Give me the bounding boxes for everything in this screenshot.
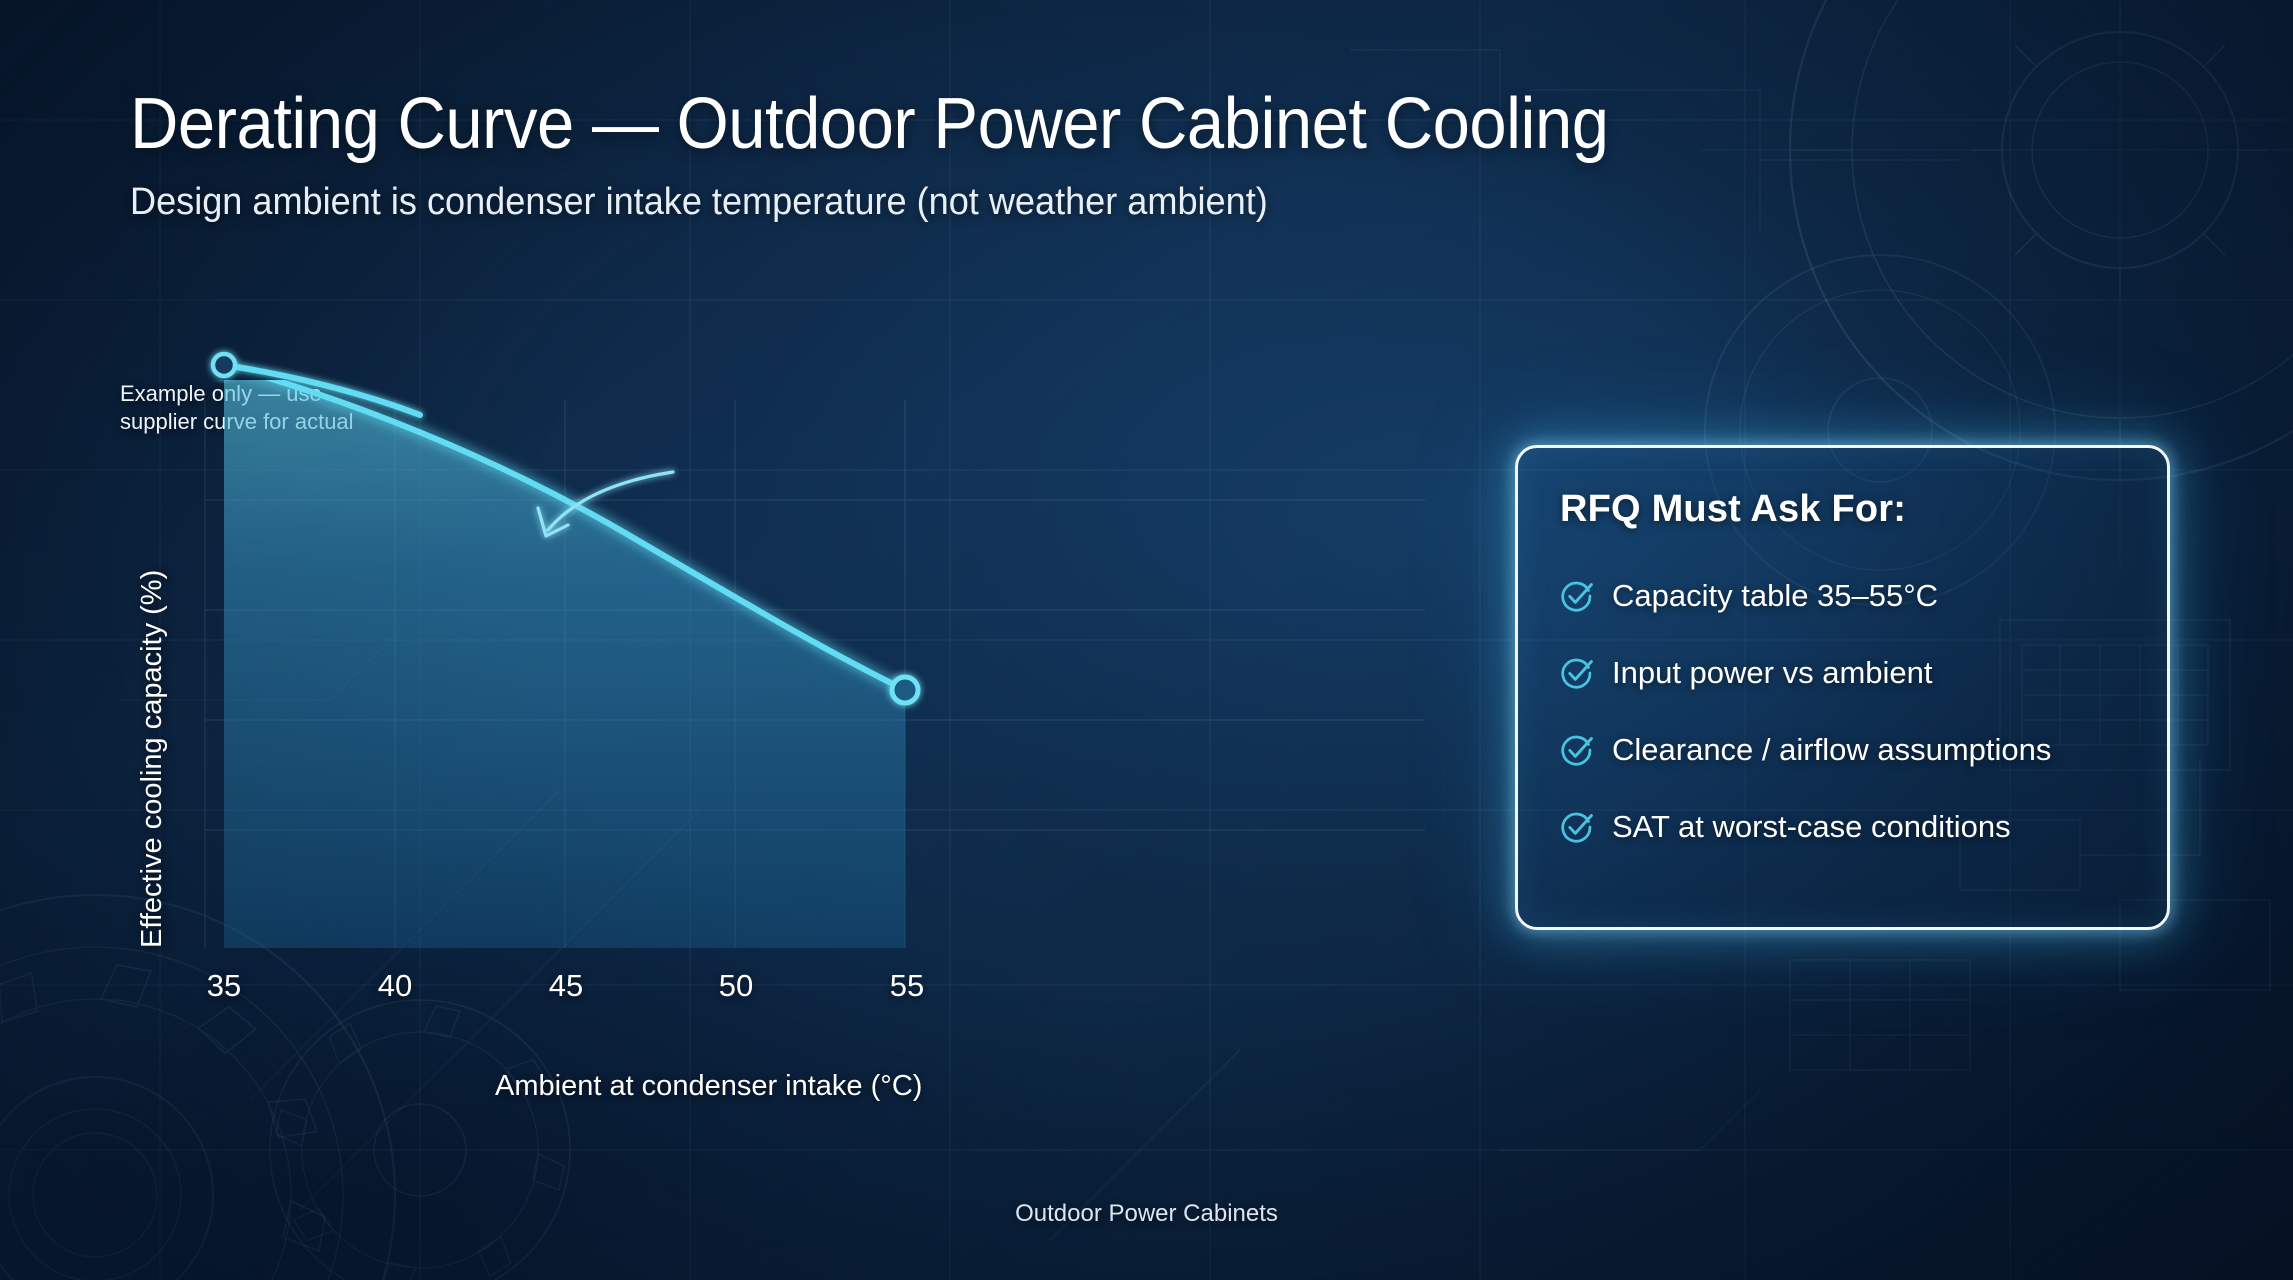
chart-y-axis-title: Effective cooling capacity (%)	[136, 569, 168, 948]
chart-plot-area	[139, 380, 1431, 951]
chart-x-axis-title: Ambient at condenser intake (°C)	[495, 1070, 923, 1102]
rfq-item-label: SAT at worst-case conditions	[1612, 809, 2011, 844]
check-circle-icon	[1561, 812, 1593, 843]
page-subtitle: Design ambient is condenser intake tempe…	[130, 181, 1268, 223]
rfq-panel-title: RFQ Must Ask For:	[1560, 488, 1907, 530]
chart-area-fill	[224, 380, 905, 948]
chart-marker-end	[889, 674, 921, 706]
check-circle-icon	[1561, 658, 1593, 689]
check-circle-icon	[1561, 581, 1593, 612]
x-tick-label-1: 40	[377, 968, 413, 1003]
annotation-arrow	[536, 470, 675, 538]
slide-footer: Outdoor Power Cabinets	[1015, 1200, 1278, 1227]
rfq-item-label: Input power vs ambient	[1612, 655, 1933, 690]
x-tick-label-2: 45	[548, 968, 584, 1003]
rfq-checklist: Capacity table 35–55°C Input power vs am…	[1560, 570, 2141, 853]
rfq-list-item[interactable]: Input power vs ambient	[1560, 647, 2141, 699]
page-title: Derating Curve — Outdoor Power Cabinet C…	[130, 84, 1609, 164]
check-circle-icon	[1561, 735, 1593, 766]
rfq-panel: RFQ Must Ask For: Capacity table 35–55°C…	[1515, 445, 2170, 930]
rfq-item-label: Clearance / airflow assumptions	[1612, 732, 2052, 767]
rfq-list-item[interactable]: SAT at worst-case conditions	[1560, 801, 2141, 853]
rfq-list-item[interactable]: Capacity table 35–55°C	[1560, 570, 2141, 622]
x-tick-label-4: 55	[889, 968, 925, 1003]
slide-header: Derating Curve — Outdoor Power Cabinet C…	[130, 88, 2130, 224]
derating-curve-chart: Effective cooling capacity (%) Ambient a…	[120, 351, 1500, 1102]
x-tick-label-0: 35	[206, 968, 242, 1003]
rfq-list-item[interactable]: Clearance / airflow assumptions	[1560, 724, 2141, 776]
x-tick-label-3: 50	[718, 968, 754, 1003]
rfq-item-label: Capacity table 35–55°C	[1612, 578, 1939, 613]
